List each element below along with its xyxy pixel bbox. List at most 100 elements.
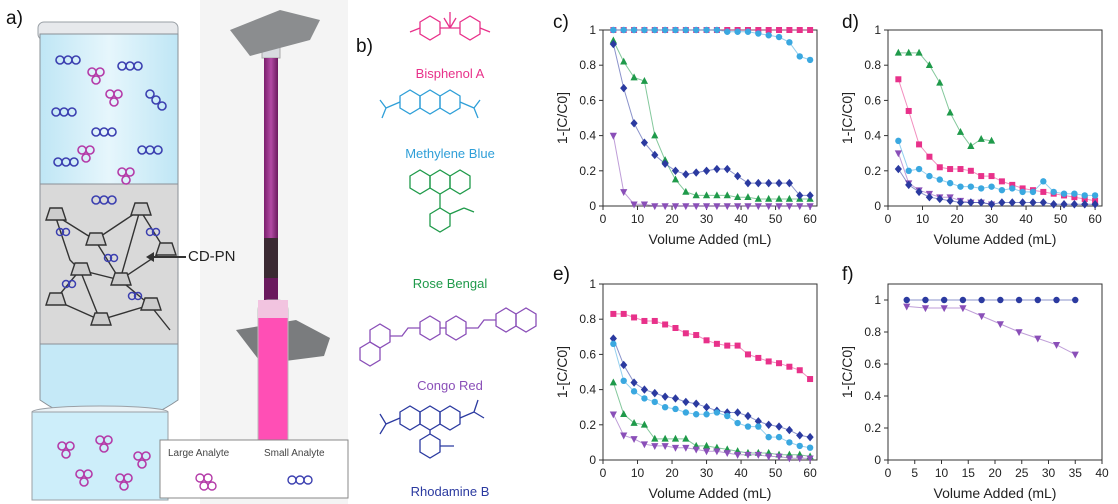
x-tick-label: 60 [803, 212, 817, 226]
series-line [897, 140, 1096, 196]
x-axis-label: Volume Added (mL) [934, 231, 1057, 247]
series-methylene_blue [610, 26, 814, 64]
chart-panel-e: 0 10 20 30 40 50 60 0 0.2 0.4 0.6 0.8 1 Volume Added … [554, 277, 818, 501]
y-tick-label: 0 [874, 199, 881, 213]
data-point [682, 187, 690, 195]
data-point [609, 39, 617, 49]
data-point [651, 26, 658, 34]
series-rhodamine_b [609, 334, 814, 442]
data-point [1009, 181, 1016, 188]
data-point [940, 296, 948, 304]
x-tick-label: 60 [1088, 212, 1102, 226]
y-tick-label: 0.6 [579, 93, 596, 107]
data-point [713, 203, 721, 211]
y-tick-label: 0.8 [579, 58, 596, 72]
series-rhodamine_b [609, 39, 814, 200]
data-point [967, 198, 975, 207]
data-point [672, 325, 679, 331]
data-point [744, 193, 752, 200]
y-tick-label: 0.2 [579, 164, 596, 178]
chart-panel-c: 0 10 20 30 40 50 60 0 0.2 0.4 0.6 0.8 1 Volume Added … [554, 23, 818, 247]
x-tick-label: 10 [916, 212, 930, 226]
data-point [967, 183, 975, 190]
data-point [785, 178, 793, 188]
data-point [703, 411, 710, 418]
data-point [1040, 178, 1047, 185]
data-point [755, 423, 762, 430]
legend-large-analyte: Large Analyte [168, 448, 230, 459]
x-tick-label: 20 [665, 466, 679, 480]
data-point [1040, 188, 1047, 195]
data-point [724, 342, 731, 349]
y-tick-label: 0.6 [864, 357, 881, 371]
data-point [775, 33, 783, 41]
x-tick-label: 40 [734, 212, 748, 226]
data-point [806, 432, 814, 442]
data-point [1029, 188, 1037, 196]
x-tick-label: 10 [935, 466, 949, 480]
data-point [946, 196, 954, 205]
data-point [796, 191, 804, 200]
data-point [620, 377, 627, 384]
data-point [630, 26, 638, 34]
data-point [651, 317, 658, 324]
chart-panel-d: 0 10 20 30 40 50 60 0 0.2 0.4 0.6 0.8 1 Volume Added … [839, 23, 1103, 247]
panel-a-letter: a) [6, 8, 23, 29]
y-tick-label: 0 [589, 453, 596, 467]
y-axis-label: 1-[C/C0] [554, 92, 570, 144]
data-point [693, 332, 700, 339]
data-point [651, 398, 658, 406]
series-methylene_blue [610, 340, 814, 451]
data-point [703, 26, 710, 34]
data-point [1015, 296, 1023, 304]
x-tick-label: 20 [950, 212, 964, 226]
compound-name-congo-red: Congo Red [417, 378, 483, 393]
data-point [926, 172, 933, 180]
data-point [744, 411, 752, 421]
data-point [630, 201, 638, 209]
x-tick-label: 30 [700, 212, 714, 226]
data-point [905, 107, 912, 114]
data-point [641, 317, 648, 324]
data-point [806, 444, 814, 451]
y-tick-label: 0.8 [579, 312, 596, 326]
data-point [755, 30, 762, 37]
x-tick-label: 40 [1095, 466, 1109, 480]
data-point [936, 164, 943, 171]
data-point [987, 136, 996, 144]
y-tick-label: 0 [589, 199, 596, 213]
data-point [661, 443, 669, 451]
data-point [1034, 335, 1042, 343]
data-point [754, 194, 762, 202]
data-point [998, 198, 1006, 207]
y-tick-label: 0.6 [864, 93, 881, 107]
data-point [640, 76, 649, 84]
data-point [651, 203, 659, 211]
data-point [734, 193, 742, 200]
data-point [916, 141, 923, 148]
data-point [682, 26, 690, 34]
data-point [682, 409, 690, 416]
data-point [692, 411, 700, 418]
x-tick-label: 30 [700, 466, 714, 480]
x-tick-label: 0 [600, 466, 607, 480]
data-point [796, 431, 804, 440]
compound-name-bisphenol-a: Bisphenol A [415, 66, 485, 81]
data-point [1009, 185, 1016, 192]
data-point [641, 26, 648, 34]
data-point [1034, 296, 1041, 304]
data-point [671, 444, 680, 452]
data-point [946, 179, 954, 187]
data-point [671, 166, 680, 175]
polymer-network [45, 202, 177, 331]
data-point [734, 28, 741, 35]
data-point [807, 376, 814, 383]
data-point [1019, 185, 1026, 192]
data-point [997, 296, 1004, 304]
x-tick-label: 50 [769, 466, 783, 480]
data-point [785, 194, 793, 202]
data-point [661, 203, 669, 211]
data-point [630, 436, 638, 443]
data-point [785, 425, 793, 435]
series-line [612, 40, 811, 200]
